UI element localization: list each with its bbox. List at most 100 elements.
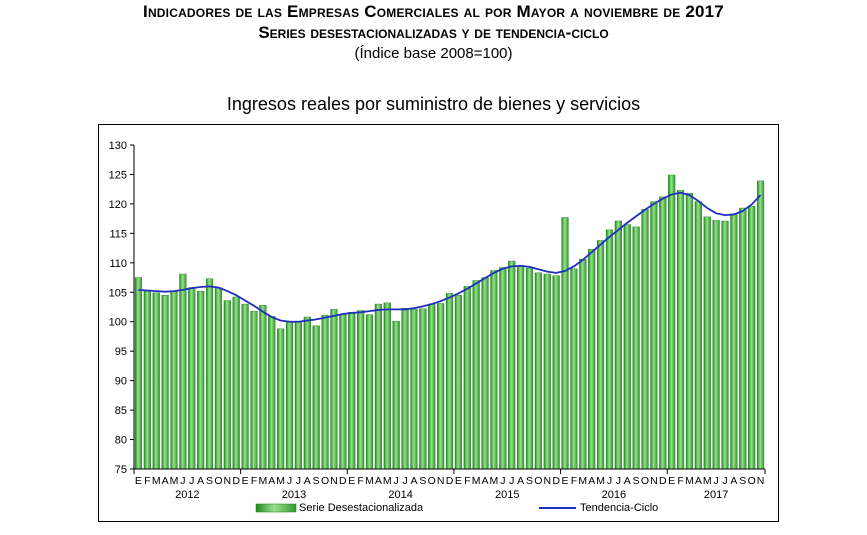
bar <box>508 260 516 470</box>
x-tick-label: F <box>571 475 577 487</box>
x-tick-label: D <box>232 475 240 487</box>
x-tick-label: N <box>543 475 551 487</box>
x-tick-label: J <box>722 475 727 487</box>
x-tick-label: D <box>446 475 454 487</box>
bar <box>339 313 347 470</box>
bar <box>623 224 631 470</box>
bar <box>232 296 240 470</box>
bar <box>161 295 169 470</box>
x-tick-label: A <box>304 475 311 487</box>
x-tick-label: D <box>339 475 347 487</box>
bar <box>454 295 462 470</box>
chart-title: Ingresos reales por suministro de bienes… <box>226 94 641 114</box>
x-tick-label: J <box>394 475 399 487</box>
y-tick-label: 110 <box>109 258 127 270</box>
y-tick-label: 115 <box>109 228 127 240</box>
x-tick-label: S <box>419 475 426 487</box>
y-tick-label: 95 <box>115 346 127 358</box>
bar <box>419 308 427 470</box>
bar <box>650 201 658 470</box>
year-label: 2017 <box>704 489 728 501</box>
x-tick-label: F <box>251 475 257 487</box>
bar <box>588 249 596 470</box>
bar <box>534 272 542 470</box>
bar <box>694 201 702 470</box>
x-tick-label: S <box>206 475 213 487</box>
y-tick-label: 120 <box>109 199 127 211</box>
year-label: 2015 <box>495 489 519 501</box>
bar <box>383 302 391 470</box>
x-tick-label: M <box>152 475 161 487</box>
bar <box>365 314 374 470</box>
bar <box>463 286 471 470</box>
x-tick-label: N <box>224 475 232 487</box>
year-label: 2016 <box>602 489 626 501</box>
bar <box>712 220 720 470</box>
x-tick-label: S <box>633 475 640 487</box>
bar <box>134 277 143 470</box>
bar <box>241 303 249 470</box>
bar <box>499 267 507 470</box>
bar <box>481 277 489 470</box>
x-tick-label: M <box>685 475 694 487</box>
bar <box>490 270 498 470</box>
bar <box>197 290 205 470</box>
x-tick-label: O <box>321 475 329 487</box>
y-tick-label: 85 <box>115 405 127 417</box>
x-tick-label: J <box>180 475 185 487</box>
x-tick-label: N <box>437 475 445 487</box>
x-tick-label: M <box>258 475 267 487</box>
x-tick-label: E <box>242 475 249 487</box>
bar <box>579 259 587 470</box>
y-tick-label: 90 <box>115 376 127 388</box>
bar <box>294 320 302 470</box>
bar <box>312 325 320 470</box>
legend-label-bars: Serie Desestacionalizada <box>299 502 424 514</box>
bar <box>605 229 614 470</box>
bar <box>259 305 267 470</box>
x-tick-label: N <box>757 475 765 487</box>
x-tick-label: M <box>383 475 392 487</box>
bar <box>268 316 276 470</box>
report-subtitle: (Índice base 2008=100) <box>354 45 513 62</box>
x-tick-label: A <box>162 475 169 487</box>
x-tick-label: M <box>490 475 499 487</box>
plot-area <box>134 174 765 470</box>
x-tick-label: A <box>268 475 275 487</box>
bar <box>214 287 223 470</box>
chart-frame: 75 80 85 90 95 100 105 110 115 120 125 130 E F M A M J J A S… <box>98 124 779 522</box>
x-tick-label: A <box>410 475 417 487</box>
bar <box>614 220 622 470</box>
x-tick-label: O <box>534 475 542 487</box>
x-tick-label: J <box>509 475 514 487</box>
x-tick-label: S <box>526 475 533 487</box>
legend-swatch-bars <box>255 503 297 513</box>
x-tick-label: F <box>144 475 150 487</box>
bar <box>330 309 338 470</box>
x-tick-label: F <box>357 475 363 487</box>
x-tick-label: A <box>375 475 382 487</box>
x-tick-label: F <box>677 475 683 487</box>
x-tick-label: O <box>748 475 756 487</box>
x-tick-label: J <box>500 475 505 487</box>
x-tick-label: O <box>641 475 649 487</box>
x-tick-label: E <box>562 475 569 487</box>
bar <box>374 303 382 470</box>
x-tick-label: M <box>703 475 712 487</box>
y-tick-label: 80 <box>115 435 127 447</box>
bar <box>303 316 311 470</box>
y-tick-label: 130 <box>109 140 127 152</box>
x-tick-label: A <box>197 475 204 487</box>
bar <box>143 290 151 470</box>
bar <box>188 287 196 470</box>
bar <box>632 226 640 470</box>
bar <box>525 267 534 470</box>
x-tick-label: J <box>713 475 718 487</box>
x-tick-label: J <box>287 475 292 487</box>
x-tick-label: E <box>135 475 142 487</box>
bar <box>410 309 418 470</box>
bar <box>437 303 445 470</box>
bar <box>472 280 480 470</box>
x-tick-label: A <box>482 475 489 487</box>
